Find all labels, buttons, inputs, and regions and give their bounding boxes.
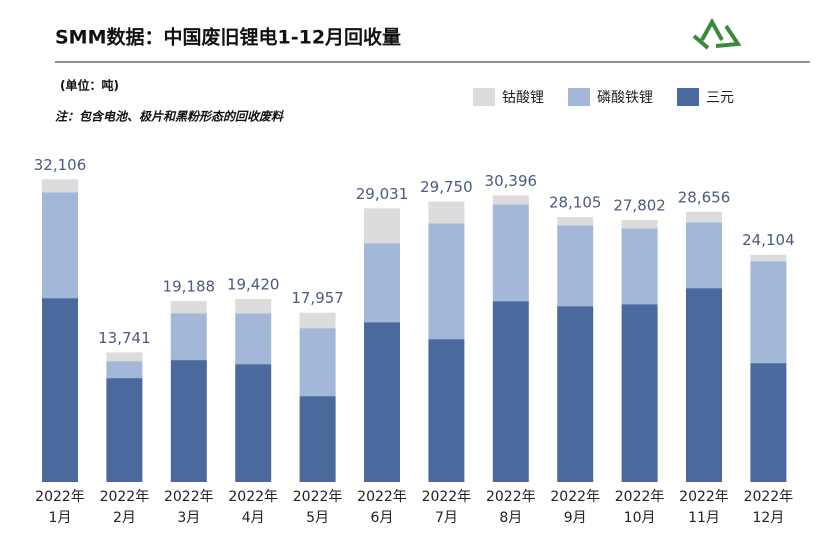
recycle-arrow xyxy=(715,24,742,48)
bar-segment xyxy=(557,225,594,307)
x-tick-label: 9月 xyxy=(564,510,587,526)
bar-segment xyxy=(750,261,787,364)
x-tick-label: 4月 xyxy=(242,510,265,526)
bar-segment xyxy=(235,298,272,314)
note: 注：包含电池、极片和黑粉形态的回收废料 xyxy=(55,110,284,124)
bar-segment xyxy=(235,313,272,365)
bar-segment xyxy=(170,360,207,482)
x-tick-label: 7月 xyxy=(435,510,458,526)
x-tick-label: 3月 xyxy=(177,510,200,526)
x-tick-label: 1月 xyxy=(49,510,72,526)
x-tick-label: 2月 xyxy=(113,510,136,526)
x-tick-label: 2022年 xyxy=(357,489,407,505)
bar-segment xyxy=(170,301,207,314)
bar-segment xyxy=(364,208,400,244)
total-label: 27,802 xyxy=(613,196,666,214)
x-tick-label: 5月 xyxy=(306,510,329,526)
bar-segment xyxy=(42,298,78,482)
bar-segment xyxy=(170,313,207,361)
bar-segment xyxy=(686,211,722,223)
chart-title: SMM数据：中国废旧锂电1-12月回收量 xyxy=(55,26,401,49)
x-tick-label: 2022年 xyxy=(293,489,343,505)
bar-segment xyxy=(492,301,529,482)
bar-segment xyxy=(750,363,787,482)
recycle-icon xyxy=(692,17,742,50)
bar-segment xyxy=(621,228,658,305)
total-label: 24,104 xyxy=(742,231,795,249)
bar-segment xyxy=(106,378,143,482)
bar-segment xyxy=(42,192,78,299)
bar-segment xyxy=(686,288,722,482)
total-label: 19,420 xyxy=(227,275,280,293)
bar-segment xyxy=(106,352,143,362)
x-tick-label: 12月 xyxy=(752,510,784,526)
x-tick-label: 2022年 xyxy=(100,489,150,505)
recycle-arrow xyxy=(692,34,710,50)
legend-swatch xyxy=(677,88,699,106)
bar-segment xyxy=(621,219,658,229)
legend-swatch xyxy=(473,88,495,106)
legend-label: 三元 xyxy=(706,90,734,106)
x-tick-label: 10月 xyxy=(624,510,656,526)
bar-segment xyxy=(106,361,143,379)
bar-segment xyxy=(557,217,594,226)
legend-label: 磷酸铁锂 xyxy=(597,90,653,106)
total-label: 30,396 xyxy=(485,172,538,190)
bar-segment xyxy=(428,223,465,340)
recycle-arrow xyxy=(700,17,724,41)
bar-segment xyxy=(492,195,529,205)
x-tick-label: 2022年 xyxy=(744,489,794,505)
x-tick-label: 2022年 xyxy=(679,489,729,505)
legend-label: 钴酸锂 xyxy=(502,90,544,106)
bar-segment xyxy=(364,322,400,482)
x-tick-label: 8月 xyxy=(499,510,522,526)
total-label: 28,656 xyxy=(678,188,731,206)
total-label: 32,106 xyxy=(34,156,87,174)
bar-segment xyxy=(42,179,78,193)
bar-segment xyxy=(557,306,594,482)
total-label: 29,031 xyxy=(356,185,409,203)
total-label: 17,957 xyxy=(291,289,344,307)
bar-segment xyxy=(364,243,400,323)
x-tick-label: 2022年 xyxy=(550,489,600,505)
legend-swatch xyxy=(568,88,590,106)
total-label: 19,188 xyxy=(163,278,216,296)
x-tick-label: 2022年 xyxy=(164,489,214,505)
bar-segment xyxy=(621,304,658,482)
x-tick-label: 11月 xyxy=(688,510,720,526)
bar-segment xyxy=(235,364,272,482)
bar-segment xyxy=(750,254,787,262)
bar-segment xyxy=(686,222,722,289)
total-label: 29,750 xyxy=(420,178,473,196)
total-label: 28,105 xyxy=(549,194,602,212)
x-tick-label: 2022年 xyxy=(486,489,536,505)
bar-segment xyxy=(299,312,336,329)
bar-segment xyxy=(428,339,465,482)
x-tick-label: 2022年 xyxy=(422,489,472,505)
x-tick-label: 2022年 xyxy=(228,489,278,505)
bar-segment xyxy=(428,201,465,224)
x-tick-label: 2022年 xyxy=(35,489,85,505)
bar-segment xyxy=(492,204,529,302)
unit-label: (单位：吨) xyxy=(60,78,119,93)
total-label: 13,741 xyxy=(98,329,151,347)
x-tick-label: 6月 xyxy=(371,510,394,526)
x-tick-label: 2022年 xyxy=(615,489,665,505)
bar-segment xyxy=(299,396,336,482)
bar-segment xyxy=(299,328,336,397)
